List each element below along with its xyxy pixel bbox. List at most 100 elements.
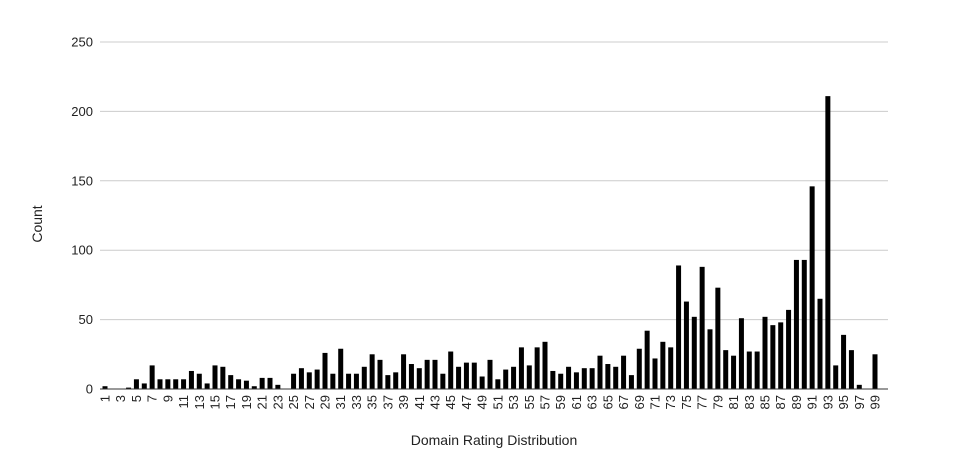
- bar: [259, 377, 265, 389]
- y-tick-label: 150: [71, 173, 93, 188]
- y-tick-label: 0: [86, 382, 93, 397]
- bar: [511, 366, 517, 389]
- x-tick-label: 51: [490, 395, 505, 409]
- x-tick-label: 99: [868, 395, 883, 409]
- x-tick-label: 95: [836, 395, 851, 409]
- x-tick-label: 53: [506, 395, 521, 409]
- x-tick-label: 21: [255, 395, 270, 409]
- bar: [102, 386, 108, 389]
- bar: [566, 366, 572, 389]
- bar: [652, 358, 658, 389]
- x-tick-label: 33: [349, 395, 364, 409]
- bar: [377, 359, 383, 389]
- bar: [793, 259, 799, 389]
- x-tick-label: 61: [569, 395, 584, 409]
- bar: [786, 309, 792, 389]
- x-tick-label: 5: [129, 395, 144, 402]
- x-tick-label: 87: [773, 395, 788, 409]
- bar: [448, 351, 454, 389]
- x-tick-label: 29: [318, 395, 333, 409]
- bar: [141, 383, 147, 389]
- bar: [393, 372, 399, 389]
- bar: [597, 355, 603, 389]
- bar: [275, 384, 281, 389]
- x-tick-label: 73: [663, 395, 678, 409]
- bar: [181, 379, 187, 389]
- bar: [628, 375, 634, 389]
- bar: [613, 366, 619, 389]
- x-tick-label: 15: [208, 395, 223, 409]
- bar: [534, 347, 540, 389]
- bar: [432, 359, 438, 389]
- x-tick-label: 63: [585, 395, 600, 409]
- bar: [157, 379, 163, 389]
- x-tick-label: 41: [412, 395, 427, 409]
- bar: [754, 351, 760, 389]
- x-tick-label: 55: [522, 395, 537, 409]
- bar: [762, 316, 768, 389]
- bar: [573, 372, 579, 389]
- bar: [738, 318, 744, 389]
- x-tick-label: 93: [820, 395, 835, 409]
- bar: [676, 265, 682, 389]
- x-tick-label: 43: [428, 395, 443, 409]
- bar: [683, 301, 689, 389]
- x-tick-label: 17: [223, 395, 238, 409]
- x-tick-label: 7: [145, 395, 160, 402]
- x-tick-label: 19: [239, 395, 254, 409]
- bar: [801, 259, 807, 389]
- x-tick-label: 91: [805, 395, 820, 409]
- bar: [126, 387, 132, 389]
- bar: [770, 325, 776, 389]
- x-tick-label: 59: [553, 395, 568, 409]
- bar: [463, 362, 469, 389]
- bar: [385, 375, 391, 389]
- x-tick-label: 65: [600, 395, 615, 409]
- bar: [848, 350, 854, 389]
- bar: [243, 380, 249, 389]
- x-axis-title: Domain Rating Distribution: [411, 432, 578, 448]
- bar: [471, 362, 477, 389]
- bar: [330, 373, 336, 389]
- bar: [621, 355, 627, 389]
- x-tick-label: 11: [176, 395, 191, 409]
- bar: [660, 341, 666, 389]
- bar: [133, 379, 139, 389]
- x-tick-label: 81: [726, 395, 741, 409]
- bar: [165, 379, 171, 389]
- bar: [416, 368, 422, 389]
- x-tick-label: 9: [160, 395, 175, 402]
- bar: [251, 386, 257, 389]
- x-tick-label: 71: [648, 395, 663, 409]
- bar: [346, 373, 352, 389]
- bar: [668, 347, 674, 389]
- x-tick-label: 23: [270, 395, 285, 409]
- bar: [833, 365, 839, 389]
- bars: [102, 96, 878, 389]
- x-tick-label: 1: [98, 395, 113, 402]
- bar: [581, 368, 587, 389]
- bar: [778, 322, 784, 389]
- bar: [605, 364, 611, 389]
- x-tick-label: 69: [632, 395, 647, 409]
- bar: [589, 368, 595, 389]
- bar: [306, 372, 312, 389]
- bar: [487, 359, 493, 389]
- bar: [267, 377, 273, 389]
- bar: [636, 348, 642, 389]
- x-tick-label: 25: [286, 395, 301, 409]
- x-tick-label: 85: [758, 395, 773, 409]
- bar: [401, 354, 407, 389]
- bar: [825, 96, 831, 389]
- bar: [408, 364, 414, 389]
- bar: [644, 330, 650, 389]
- bar: [691, 316, 697, 389]
- x-tick-label: 13: [192, 395, 207, 409]
- bar: [353, 373, 359, 389]
- x-tick-label: 49: [475, 395, 490, 409]
- bar: [503, 369, 509, 389]
- y-tick-label: 200: [71, 104, 93, 119]
- bar: [149, 365, 155, 389]
- bar: [841, 334, 847, 389]
- bar: [707, 329, 713, 389]
